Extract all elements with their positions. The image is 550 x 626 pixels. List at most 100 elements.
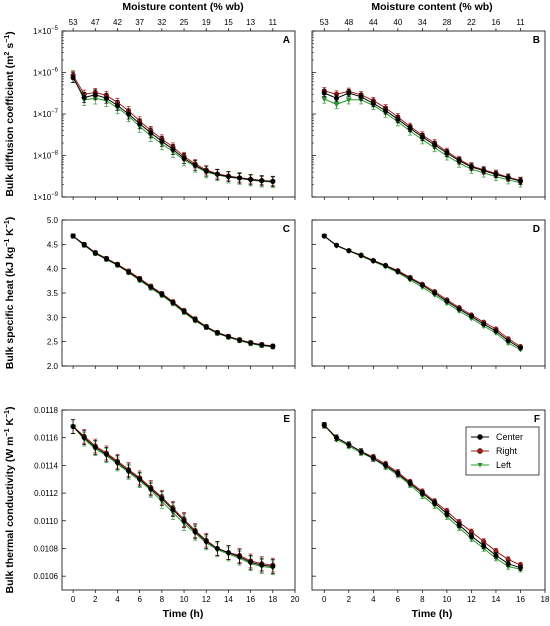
data-point-center bbox=[517, 345, 523, 351]
series-center-E bbox=[70, 419, 276, 574]
series-center-A bbox=[70, 72, 276, 187]
data-point-center bbox=[493, 328, 499, 334]
panel-frame-A bbox=[61, 30, 296, 198]
panel-frame-B bbox=[311, 30, 546, 198]
ylabel-text: Bulk thermal conductivity (W m bbox=[4, 437, 16, 594]
data-point-center bbox=[358, 253, 364, 259]
panel-D: D bbox=[311, 219, 546, 369]
data-point-center bbox=[214, 171, 220, 177]
series-center-B bbox=[321, 89, 523, 185]
data-point-center bbox=[346, 90, 352, 96]
data-point-center bbox=[81, 94, 87, 100]
y-tick-exponent: −7 bbox=[51, 109, 59, 115]
y-tick-label-C: 3.0 bbox=[47, 313, 59, 322]
data-point-center bbox=[321, 422, 327, 428]
data-point-center bbox=[248, 340, 254, 346]
top-tick-label-A: 53 bbox=[69, 18, 78, 27]
data-point-center bbox=[334, 95, 340, 101]
top-tick-label-A: 15 bbox=[224, 18, 233, 27]
top-tick-label-A: 25 bbox=[180, 18, 189, 27]
data-point-center bbox=[468, 533, 474, 539]
data-point-center bbox=[137, 476, 143, 482]
x-tick-label-F: 0 bbox=[322, 595, 327, 604]
data-point-center bbox=[456, 158, 462, 164]
data-point-center bbox=[237, 337, 243, 343]
panel-label-F: F bbox=[534, 414, 540, 425]
data-point-center bbox=[395, 116, 401, 122]
legend-marker-center bbox=[477, 434, 483, 440]
x-tick-label-F: 10 bbox=[442, 595, 451, 604]
ylabel-text: Bulk specific heat (kJ kg bbox=[4, 247, 16, 370]
series-left-E bbox=[70, 419, 276, 576]
legend-label-right: Right bbox=[496, 446, 518, 456]
x-tick-label-F: 8 bbox=[420, 595, 425, 604]
data-point-center bbox=[225, 334, 231, 340]
panels: A53 47 42 37 32 25 19 15 13 111×10−91×10−81×10−71… bbox=[33, 18, 550, 604]
y-tick-exponent: −8 bbox=[51, 151, 59, 157]
y-tick-label-C: 2.5 bbox=[47, 338, 59, 347]
data-point-center bbox=[444, 298, 450, 304]
data-point-center bbox=[114, 460, 120, 466]
data-point-center bbox=[103, 256, 109, 262]
panel-label-D: D bbox=[533, 224, 540, 235]
data-point-left bbox=[333, 102, 340, 108]
data-point-center bbox=[334, 435, 340, 441]
data-point-center bbox=[237, 554, 243, 560]
y-tick-exponent: −5 bbox=[51, 26, 59, 32]
data-point-center bbox=[432, 500, 438, 506]
data-point-center bbox=[370, 100, 376, 106]
series-center-C bbox=[70, 233, 276, 350]
data-point-center bbox=[92, 250, 98, 256]
data-point-center bbox=[70, 75, 76, 81]
data-point-center bbox=[407, 275, 413, 281]
data-point-center bbox=[159, 138, 165, 144]
data-point-center bbox=[270, 344, 276, 350]
ylabel-sup: −1 bbox=[4, 428, 11, 436]
series-right-A bbox=[70, 70, 276, 186]
data-point-center bbox=[321, 233, 327, 239]
data-point-center bbox=[203, 324, 209, 330]
data-point-center bbox=[214, 330, 220, 336]
series-line-center bbox=[72, 426, 273, 567]
data-point-center bbox=[370, 258, 376, 264]
data-point-center bbox=[203, 539, 209, 545]
data-point-center bbox=[237, 175, 243, 181]
series-center-D bbox=[321, 233, 523, 351]
data-point-center bbox=[481, 168, 487, 174]
data-point-center bbox=[346, 248, 352, 254]
data-point-center bbox=[517, 178, 523, 184]
data-point-center bbox=[181, 308, 187, 314]
data-point-center bbox=[419, 134, 425, 140]
data-point-center bbox=[81, 242, 87, 248]
top-tick-label-B: 11 bbox=[516, 18, 525, 27]
data-point-center bbox=[358, 449, 364, 455]
top-tick-label-A: 19 bbox=[202, 18, 211, 27]
top-tick-label-B: 34 bbox=[418, 18, 427, 27]
data-point-center bbox=[126, 111, 132, 117]
data-point-center bbox=[126, 468, 132, 474]
data-point-center bbox=[225, 550, 231, 556]
series-line-left bbox=[72, 426, 273, 569]
data-point-center bbox=[321, 90, 327, 96]
data-point-center bbox=[137, 121, 143, 127]
x-tick-label-E: 4 bbox=[115, 595, 120, 604]
series-line-right bbox=[72, 75, 273, 182]
data-point-center bbox=[192, 317, 198, 323]
ylabel-sup: −1 bbox=[4, 35, 11, 43]
data-point-center bbox=[114, 262, 120, 268]
data-point-center bbox=[407, 480, 413, 486]
panel-label-E: E bbox=[283, 414, 290, 425]
data-point-center bbox=[170, 507, 176, 513]
ylabel-sup: −1 bbox=[4, 220, 11, 228]
x-tick-label-E: 8 bbox=[160, 595, 165, 604]
top-axis-title-left: Moisture content (% wb) bbox=[122, 1, 243, 13]
data-point-center bbox=[270, 563, 276, 569]
data-point-center bbox=[214, 545, 220, 551]
data-point-center bbox=[517, 565, 523, 571]
x-tick-label-E: 6 bbox=[137, 595, 142, 604]
data-point-center bbox=[181, 518, 187, 524]
legend-label-left: Left bbox=[496, 460, 512, 470]
data-point-center bbox=[114, 103, 120, 109]
